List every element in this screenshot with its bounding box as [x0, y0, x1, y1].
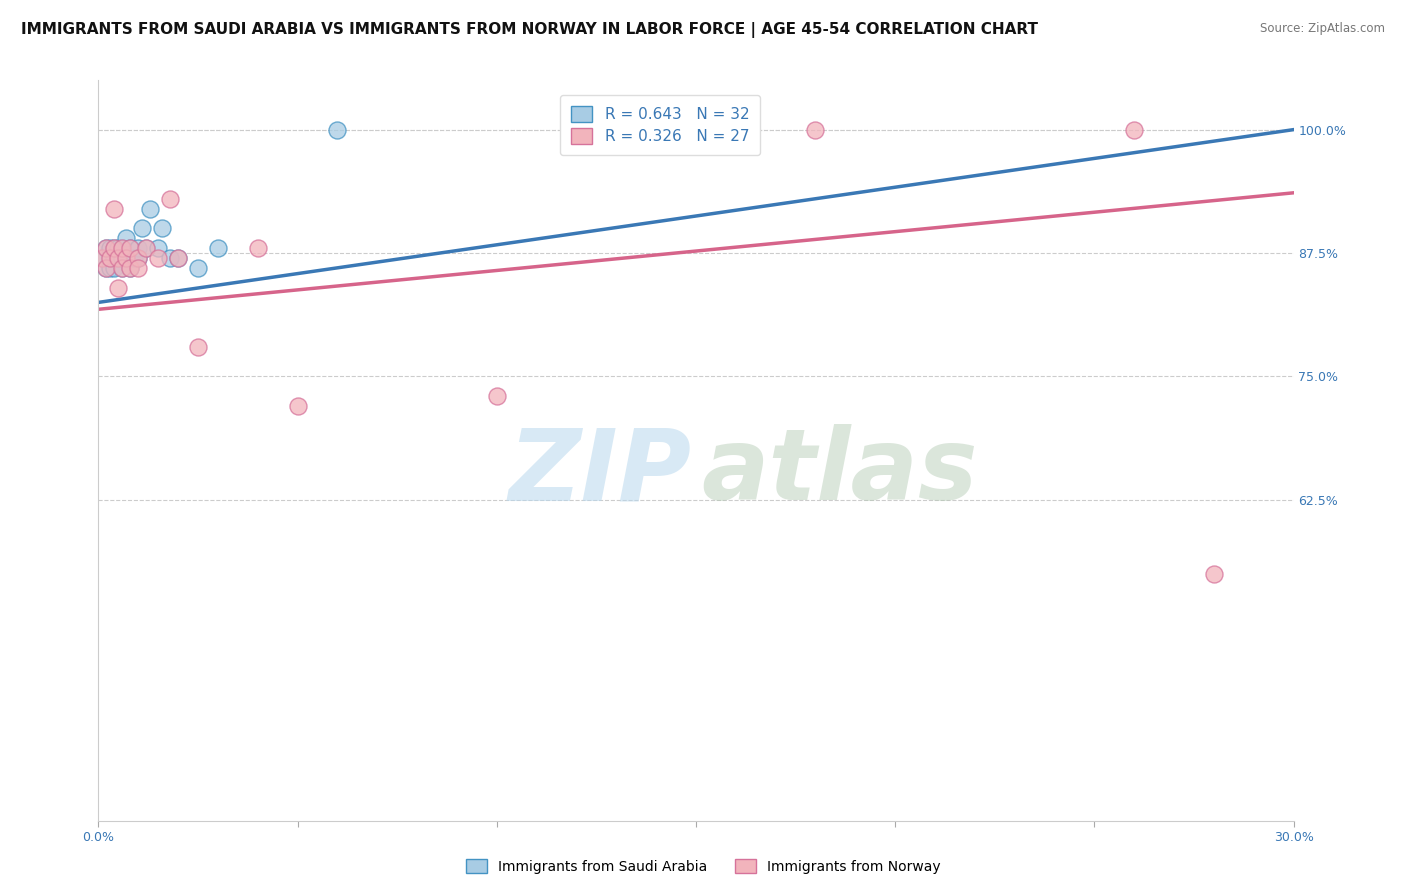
Point: [1202, 566, 1225, 581]
Point: [287, 399, 309, 413]
Point: [107, 280, 129, 294]
Point: [159, 192, 181, 206]
Point: [485, 389, 508, 403]
Point: [207, 241, 229, 255]
Point: [103, 241, 125, 255]
Point: [115, 231, 138, 245]
Point: [103, 202, 125, 216]
Point: [107, 251, 129, 265]
Point: [98, 251, 122, 265]
Legend: Immigrants from Saudi Arabia, Immigrants from Norway: Immigrants from Saudi Arabia, Immigrants…: [458, 852, 948, 880]
Point: [98, 251, 122, 265]
Point: [804, 122, 827, 136]
Point: [148, 241, 170, 255]
Point: [96, 241, 118, 255]
Point: [91, 251, 114, 265]
Text: ZIP: ZIP: [509, 425, 692, 521]
Text: IMMIGRANTS FROM SAUDI ARABIA VS IMMIGRANTS FROM NORWAY IN LABOR FORCE | AGE 45-5: IMMIGRANTS FROM SAUDI ARABIA VS IMMIGRAN…: [21, 22, 1038, 38]
Point: [111, 260, 134, 275]
Point: [159, 251, 181, 265]
Legend: R = 0.643   N = 32, R = 0.326   N = 27: R = 0.643 N = 32, R = 0.326 N = 27: [560, 95, 759, 155]
Point: [645, 122, 668, 136]
Point: [131, 221, 153, 235]
Point: [150, 221, 173, 235]
Point: [120, 241, 142, 255]
Point: [167, 251, 190, 265]
Point: [91, 251, 114, 265]
Point: [1123, 122, 1146, 136]
Point: [96, 260, 118, 275]
Point: [107, 251, 129, 265]
Point: [135, 241, 157, 255]
Point: [167, 251, 190, 265]
Point: [107, 251, 129, 265]
Point: [111, 241, 134, 255]
Point: [98, 241, 122, 255]
Point: [111, 260, 134, 275]
Point: [127, 260, 149, 275]
Point: [124, 251, 146, 265]
Text: atlas: atlas: [702, 425, 977, 521]
Point: [103, 241, 125, 255]
Point: [127, 251, 149, 265]
Point: [127, 241, 149, 255]
Point: [135, 241, 157, 255]
Point: [326, 122, 349, 136]
Point: [246, 241, 269, 255]
Point: [120, 260, 142, 275]
Point: [139, 202, 162, 216]
Point: [96, 260, 118, 275]
Point: [120, 260, 142, 275]
Point: [148, 251, 170, 265]
Point: [96, 241, 118, 255]
Point: [111, 241, 134, 255]
Point: [187, 260, 209, 275]
Point: [127, 251, 149, 265]
Point: [115, 251, 138, 265]
Point: [111, 251, 134, 265]
Point: [187, 340, 209, 354]
Point: [107, 241, 129, 255]
Point: [103, 251, 125, 265]
Point: [120, 241, 142, 255]
Point: [103, 260, 125, 275]
Text: Source: ZipAtlas.com: Source: ZipAtlas.com: [1260, 22, 1385, 36]
Point: [115, 251, 138, 265]
Point: [98, 260, 122, 275]
